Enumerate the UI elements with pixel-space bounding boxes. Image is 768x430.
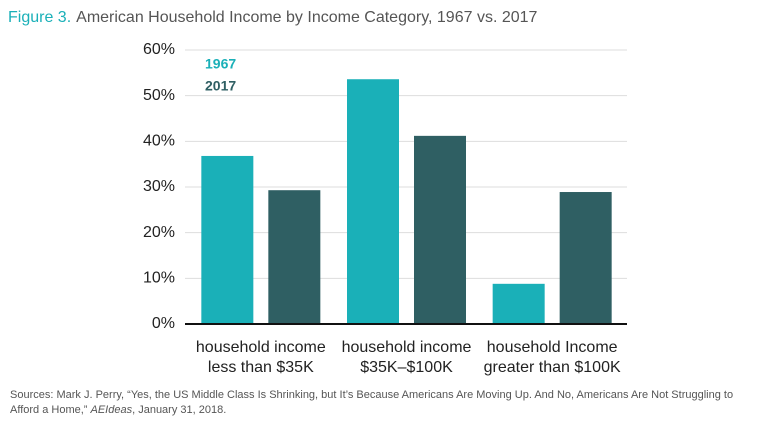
y-tick-label: 40% [143, 133, 175, 150]
legend-entry: 2017 [205, 78, 236, 94]
y-tick-label: 60% [143, 41, 175, 58]
source-note: Sources: Mark J. Perry, “Yes, the US Mid… [10, 388, 760, 418]
x-tick-label: less than $35K [208, 359, 314, 376]
bar [414, 135, 466, 324]
chart: Figure 3. American Household Income by In… [8, 9, 627, 376]
x-tick-label: household Income [487, 339, 618, 356]
y-tick-label: 20% [143, 224, 175, 241]
title-text: American Household Income by Income Cate… [76, 9, 537, 26]
x-tick-label: household income [342, 339, 472, 356]
x-tick-label: household income [196, 339, 326, 356]
x-tick-label: $35K–$100K [360, 359, 453, 376]
y-tick-label: 0% [152, 315, 175, 332]
source-text: Sources: Mark J. Perry, “Yes, the US Mid… [10, 389, 734, 416]
bar [268, 190, 321, 324]
chart-title: Figure 3. American Household Income by In… [8, 9, 538, 26]
bar [559, 192, 612, 324]
source-date: , January 31, 2018. [132, 404, 227, 416]
bar [492, 283, 545, 324]
legend-entry: 1967 [205, 56, 236, 72]
bar [347, 79, 399, 324]
y-tick-label: 30% [143, 178, 175, 195]
source-publication: AEIdeas [90, 404, 133, 416]
bar [201, 155, 254, 324]
y-tick-label: 50% [143, 87, 175, 104]
y-tick-label: 10% [143, 270, 175, 287]
figure-label: Figure 3. [8, 9, 71, 26]
x-tick-label: greater than $100K [484, 359, 621, 376]
